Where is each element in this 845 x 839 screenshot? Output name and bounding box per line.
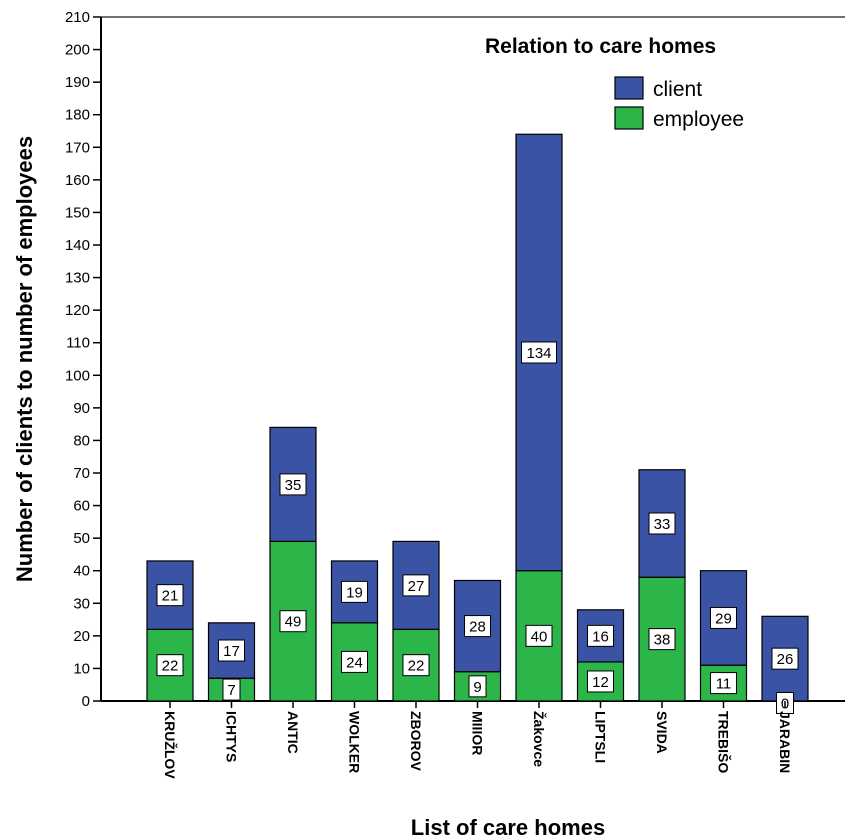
y-tick-label: 30 [73,595,90,612]
x-category-label: ICHTYS [224,711,240,762]
data-label: 40 [531,628,548,645]
x-category-label: TREBIŠO [716,711,733,773]
data-label-box [156,654,184,677]
y-tick-label: 50 [73,530,90,547]
data-label-box [341,580,368,603]
y-tick-label: 130 [65,270,90,287]
data-label-box [279,610,307,633]
y-tick-label: 100 [65,367,90,384]
data-label: 28 [469,619,486,636]
data-label: 27 [408,578,425,595]
data-label: 17 [223,643,240,660]
data-label-box [341,650,368,673]
legend: Relation to care homes client employee [485,35,744,131]
data-label: 12 [592,674,609,691]
data-label-box [468,675,487,698]
legend-swatch-client [614,76,644,100]
data-label: 24 [346,654,363,671]
data-label: 26 [777,651,794,668]
data-label: 22 [162,658,179,675]
data-label: 16 [592,628,609,645]
data-label-box [222,678,241,701]
y-tick-label: 160 [65,172,90,189]
data-label-box [521,341,557,364]
x-category-label: WOLKER [347,711,363,773]
y-tick-label: 120 [65,302,90,319]
y-tick-label: 90 [73,400,90,417]
x-category-label: Žakovce [531,711,548,767]
x-category-label: LIPTSLI [593,711,609,763]
y-tick-label: 210 [65,9,90,26]
legend-title: Relation to care homes [485,35,716,58]
y-tick-label: 140 [65,237,90,254]
x-axis-category-labels: KRUŽLOV ICHTYS ANTIC WOLKER ZBOROV MIIIOR Žako… [162,701,793,779]
y-tick-label: 20 [73,628,90,645]
y-tick-label: 0 [82,693,90,710]
x-category-label: MIIIOR [470,711,486,755]
legend-swatch-employee [614,106,644,130]
x-category-label: ANTIC [285,711,301,754]
y-tick-label: 170 [65,139,90,156]
data-label-box [402,654,430,677]
data-label-box [156,584,184,607]
y-axis-ticks: 0 10 20 30 40 50 60 70 80 90 100 110 120 130 140 150 160… [65,9,101,710]
x-category-label: ZBOROV [408,711,424,772]
data-label-box [587,624,614,647]
y-tick-label: 180 [65,107,90,124]
legend-label-client: client [653,78,702,101]
data-label-box [710,672,737,695]
data-label-box [525,624,553,647]
x-category-label: JARABIN [777,711,793,773]
y-tick-label: 200 [65,42,90,59]
data-label: 29 [715,610,732,627]
x-category-label: SVIDA [654,711,670,754]
y-tick-label: 40 [73,563,90,580]
data-label: 21 [162,588,179,605]
y-tick-label: 10 [73,660,90,677]
data-label: 33 [654,516,671,533]
y-axis-title: Number of clients to number of employees [12,136,37,582]
y-tick-label: 110 [66,335,90,352]
data-label: 7 [227,682,235,699]
y-tick-label: 190 [65,74,90,91]
y-tick-label: 60 [73,498,90,515]
x-category-label: KRUŽLOV [162,711,179,779]
y-tick-label: 150 [65,204,90,221]
data-label-box [279,473,307,496]
data-label-box [710,606,737,629]
data-label: 9 [473,679,481,696]
y-tick-label: 80 [73,432,90,449]
data-label-box [648,512,676,535]
data-label-box [648,628,676,651]
data-label-box [402,574,430,597]
x-axis-title: List of care homes [411,815,605,839]
data-label: 49 [285,614,302,631]
data-label: 35 [285,477,302,494]
data-label-box [218,639,245,662]
data-label: 11 [716,676,732,693]
data-label-box [464,615,491,638]
y-tick-label: 70 [73,465,90,482]
data-label: 22 [408,658,425,675]
legend-label-employee: employee [653,108,744,131]
data-label: 134 [526,345,551,362]
data-label: 19 [346,584,363,601]
data-label: 38 [654,632,671,649]
data-labels-group: 2221717493524192227928401341216383311290… [156,341,799,714]
data-label-box [771,647,799,670]
data-label-box [587,670,614,693]
